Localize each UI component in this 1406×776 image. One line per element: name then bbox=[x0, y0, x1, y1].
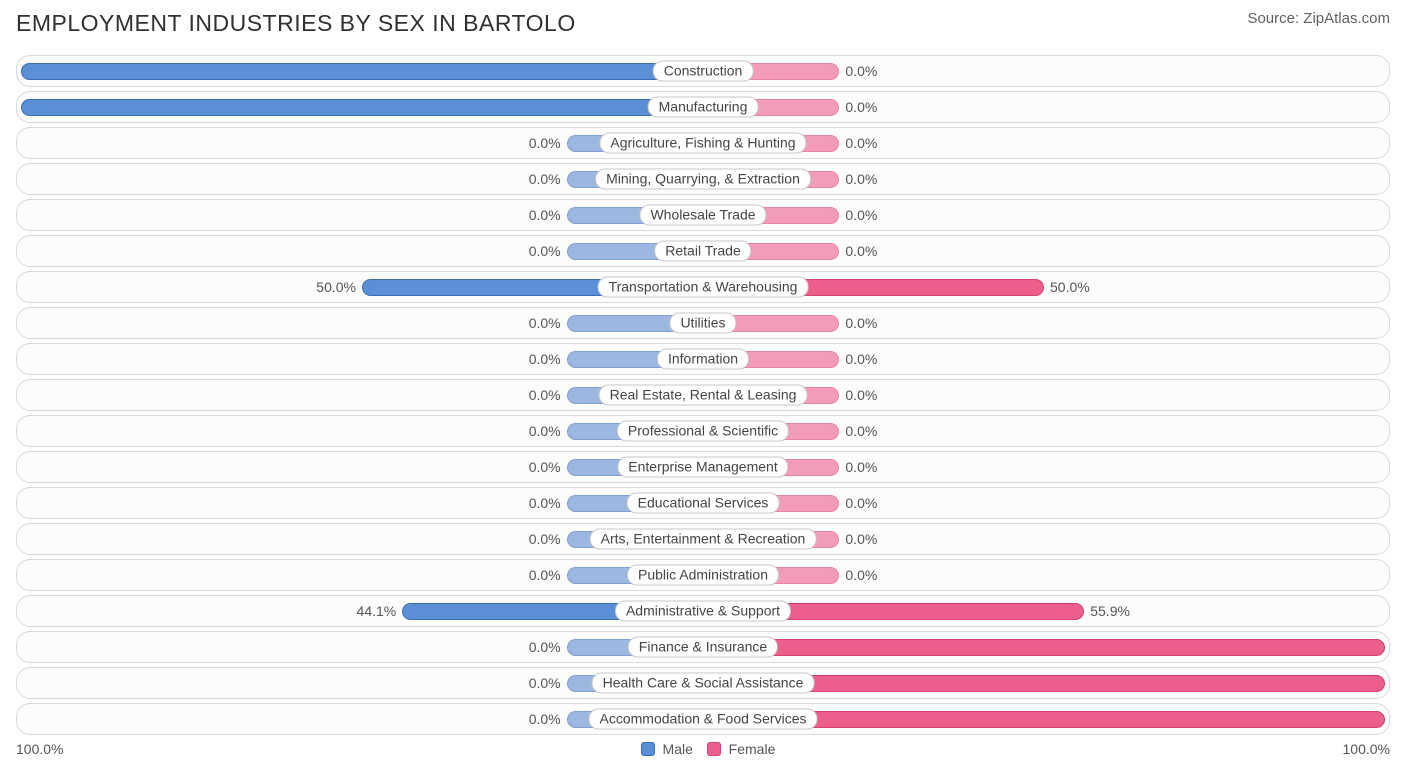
female-pct: 0.0% bbox=[839, 387, 883, 403]
category-label: Manufacturing bbox=[648, 97, 759, 118]
chart-row: 0.0% 0.0% Real Estate, Rental & Leasing bbox=[16, 379, 1390, 411]
category-label: Public Administration bbox=[627, 565, 779, 586]
axis-right-label: 100.0% bbox=[1343, 741, 1390, 757]
male-pct: 0.0% bbox=[523, 711, 567, 727]
male-pct: 0.0% bbox=[523, 495, 567, 511]
chart-row: 44.1% 55.9% Administrative & Support bbox=[16, 595, 1390, 627]
male-pct: 50.0% bbox=[310, 279, 362, 295]
source-credit: Source: ZipAtlas.com bbox=[1247, 10, 1390, 27]
category-label: Enterprise Management bbox=[617, 457, 788, 478]
category-label: Administrative & Support bbox=[615, 601, 791, 622]
chart-row: 50.0% 50.0% Transportation & Warehousing bbox=[16, 271, 1390, 303]
chart-row: 100.0%0.0%Health Care & Social Assistanc… bbox=[16, 667, 1390, 699]
male-pct: 0.0% bbox=[523, 351, 567, 367]
female-pct: 0.0% bbox=[839, 567, 883, 583]
category-label: Wholesale Trade bbox=[639, 205, 766, 226]
male-pct: 0.0% bbox=[523, 459, 567, 475]
category-label: Transportation & Warehousing bbox=[598, 277, 809, 298]
legend: Male Female bbox=[63, 741, 1342, 757]
axis-left-label: 100.0% bbox=[16, 741, 63, 757]
chart-row: 0.0% 0.0% Wholesale Trade bbox=[16, 199, 1390, 231]
category-label: Mining, Quarrying, & Extraction bbox=[595, 169, 811, 190]
female-bar bbox=[703, 639, 1385, 656]
category-label: Professional & Scientific bbox=[617, 421, 789, 442]
chart-row: 100.0%0.0%Construction bbox=[16, 55, 1390, 87]
female-pct: 0.0% bbox=[839, 207, 883, 223]
category-label: Information bbox=[657, 349, 749, 370]
male-pct: 0.0% bbox=[523, 315, 567, 331]
chart-row: 0.0% 0.0% Agriculture, Fishing & Hunting bbox=[16, 127, 1390, 159]
female-pct: 0.0% bbox=[839, 63, 883, 79]
male-pct: 0.0% bbox=[523, 171, 567, 187]
chart-row: 100.0%0.0%Accommodation & Food Services bbox=[16, 703, 1390, 735]
category-label: Finance & Insurance bbox=[628, 637, 778, 658]
chart-row: 100.0%0.0%Finance & Insurance bbox=[16, 631, 1390, 663]
chart-row: 0.0% 0.0% Public Administration bbox=[16, 559, 1390, 591]
chart-row: 0.0% 0.0% Mining, Quarrying, & Extraction bbox=[16, 163, 1390, 195]
legend-label-female: Female bbox=[729, 741, 776, 757]
male-pct: 0.0% bbox=[523, 531, 567, 547]
legend-label-male: Male bbox=[663, 741, 693, 757]
chart-row: 0.0% 0.0% Information bbox=[16, 343, 1390, 375]
category-label: Arts, Entertainment & Recreation bbox=[590, 529, 817, 550]
male-pct: 0.0% bbox=[523, 135, 567, 151]
male-bar bbox=[21, 63, 703, 80]
female-pct: 0.0% bbox=[839, 531, 883, 547]
female-pct: 0.0% bbox=[839, 135, 883, 151]
chart-row: 0.0% 0.0% Educational Services bbox=[16, 487, 1390, 519]
female-pct: 55.9% bbox=[1084, 603, 1136, 619]
legend-swatch-female bbox=[707, 742, 721, 756]
female-pct: 0.0% bbox=[839, 315, 883, 331]
category-label: Retail Trade bbox=[654, 241, 751, 262]
female-pct: 0.0% bbox=[839, 351, 883, 367]
category-label: Educational Services bbox=[627, 493, 780, 514]
chart-title: EMPLOYMENT INDUSTRIES BY SEX IN BARTOLO bbox=[16, 10, 576, 37]
chart-row: 0.0% 0.0% Utilities bbox=[16, 307, 1390, 339]
male-pct: 0.0% bbox=[523, 387, 567, 403]
category-label: Construction bbox=[653, 61, 754, 82]
female-pct: 0.0% bbox=[839, 459, 883, 475]
male-pct: 0.0% bbox=[523, 423, 567, 439]
female-pct: 0.0% bbox=[839, 423, 883, 439]
chart-row: 0.0% 0.0% Retail Trade bbox=[16, 235, 1390, 267]
chart-row: 0.0% 0.0% Enterprise Management bbox=[16, 451, 1390, 483]
female-pct: 0.0% bbox=[839, 99, 883, 115]
female-pct: 0.0% bbox=[839, 171, 883, 187]
male-pct: 0.0% bbox=[523, 243, 567, 259]
category-label: Accommodation & Food Services bbox=[589, 709, 818, 730]
male-pct: 0.0% bbox=[523, 207, 567, 223]
category-label: Utilities bbox=[669, 313, 736, 334]
chart-area: 100.0%0.0%Construction100.0%0.0%Manufact… bbox=[16, 55, 1390, 735]
chart-row: 0.0% 0.0% Arts, Entertainment & Recreation bbox=[16, 523, 1390, 555]
female-pct: 50.0% bbox=[1044, 279, 1096, 295]
male-pct: 0.0% bbox=[523, 639, 567, 655]
male-pct: 44.1% bbox=[351, 603, 403, 619]
male-pct: 0.0% bbox=[523, 567, 567, 583]
male-bar bbox=[21, 99, 703, 116]
female-pct: 0.0% bbox=[839, 495, 883, 511]
male-pct: 0.0% bbox=[523, 675, 567, 691]
category-label: Health Care & Social Assistance bbox=[592, 673, 815, 694]
category-label: Agriculture, Fishing & Hunting bbox=[599, 133, 806, 154]
chart-row: 100.0%0.0%Manufacturing bbox=[16, 91, 1390, 123]
legend-swatch-male bbox=[641, 742, 655, 756]
category-label: Real Estate, Rental & Leasing bbox=[599, 385, 808, 406]
female-pct: 0.0% bbox=[839, 243, 883, 259]
chart-row: 0.0% 0.0% Professional & Scientific bbox=[16, 415, 1390, 447]
